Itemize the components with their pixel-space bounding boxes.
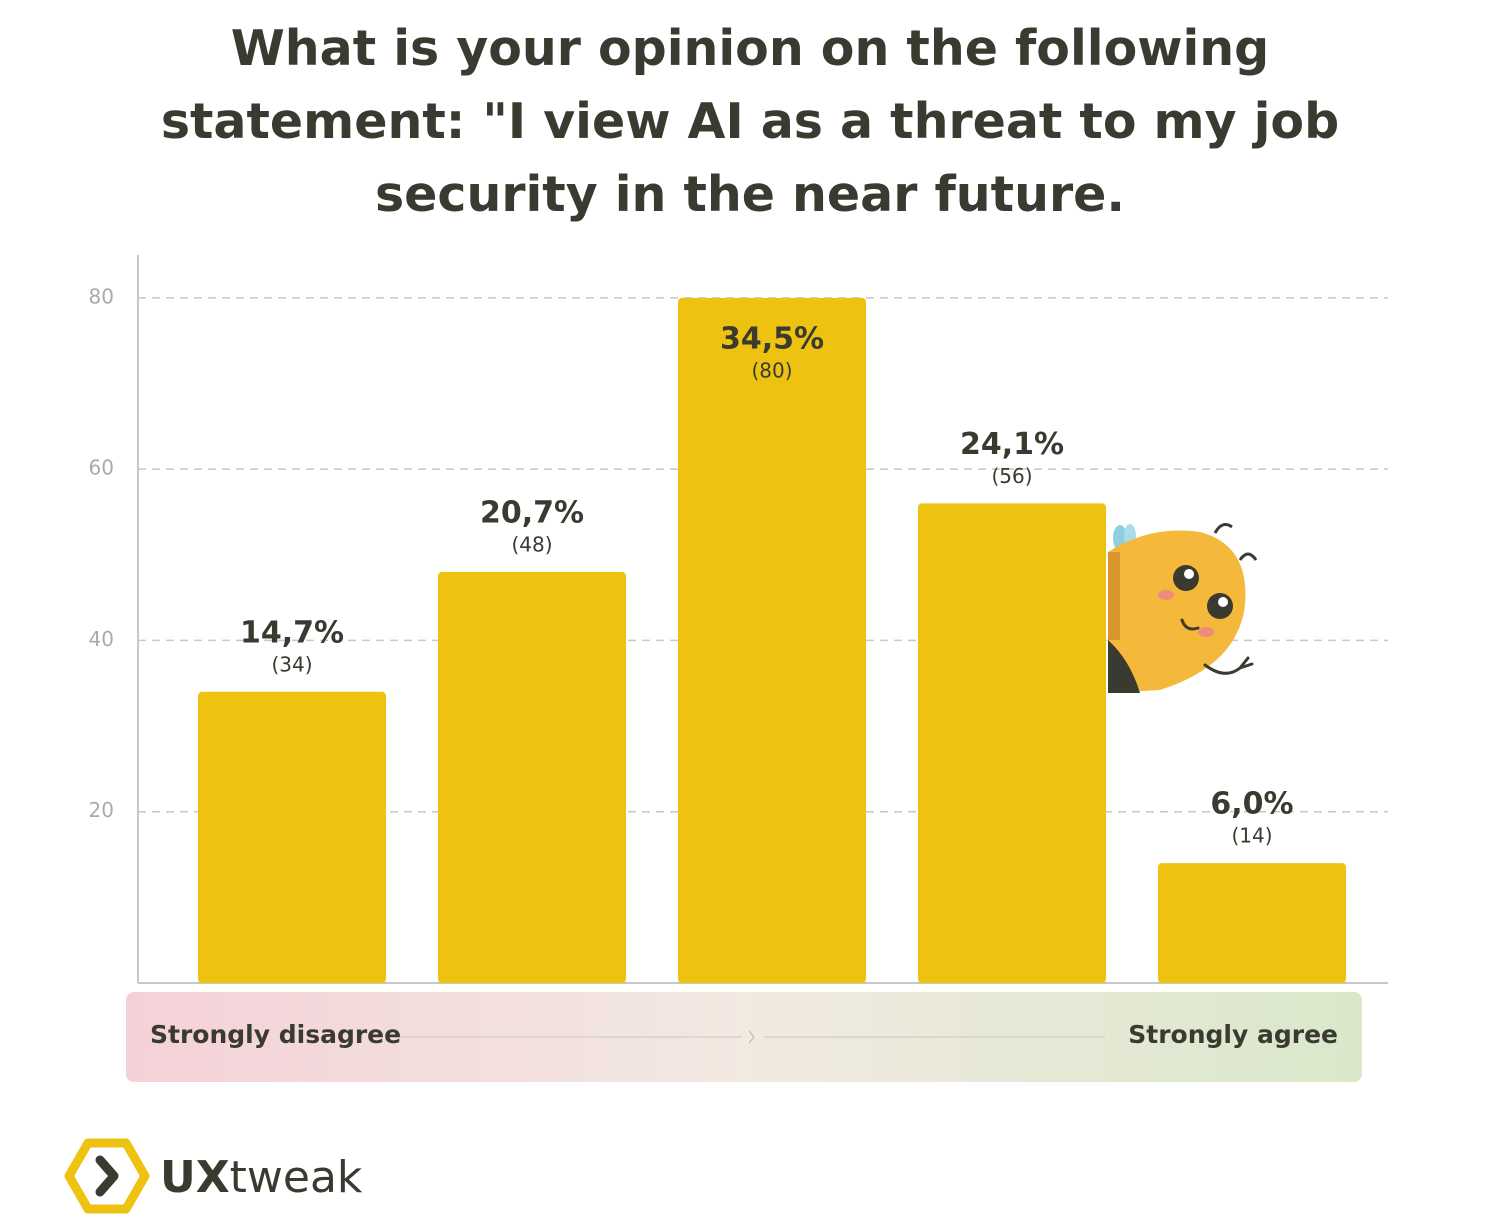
chart-title: What is your opinion on the following st…	[160, 20, 1340, 223]
bar	[918, 503, 1106, 983]
percent-label: 14,7%	[240, 615, 344, 650]
y-tick-label: 60	[89, 456, 114, 480]
logo-hexagon	[64, 1138, 150, 1214]
bee-stripe	[1108, 640, 1140, 693]
bee-cheek	[1198, 627, 1214, 637]
value-label: (80)	[751, 358, 792, 382]
y-tick-label: 40	[89, 627, 114, 651]
bee-cheek	[1158, 590, 1174, 600]
value-label: (14)	[1231, 824, 1272, 848]
scale-strip	[126, 992, 1362, 1082]
value-label: (56)	[991, 464, 1032, 488]
bee-smile	[1180, 618, 1200, 631]
bee-body	[1108, 530, 1246, 693]
bar	[198, 691, 386, 983]
percent-label: 20,7%	[480, 495, 584, 530]
logo-bold: UX	[160, 1152, 230, 1203]
logo: UXtweak	[64, 1138, 363, 1214]
percent-label: 6,0%	[1210, 787, 1293, 822]
scale-chevron	[748, 1030, 755, 1044]
value-label: (34)	[271, 652, 312, 676]
scale-label-end: Strongly agree	[1128, 1020, 1338, 1049]
bee-eye-shine	[1218, 597, 1228, 607]
bee-antenna	[1238, 552, 1258, 561]
percent-label: 34,5%	[720, 321, 824, 356]
value-label: (48)	[511, 532, 552, 556]
bee-hand	[1203, 656, 1254, 675]
bee-antenna	[1213, 523, 1233, 534]
bar	[678, 297, 866, 984]
logo-chevron	[95, 1155, 119, 1197]
y-tick-label: 20	[89, 798, 114, 822]
bee	[1108, 523, 1258, 693]
scale-label-start: Strongly disagree	[150, 1020, 401, 1049]
bee-shade	[1108, 552, 1120, 640]
percent-label: 24,1%	[960, 427, 1064, 462]
bar	[438, 571, 626, 983]
y-tick-label: 80	[89, 284, 114, 308]
bee-eye-shine	[1184, 569, 1194, 579]
logo-light: tweak	[230, 1152, 363, 1203]
logo-text: UXtweak	[160, 1152, 363, 1203]
bar	[1158, 863, 1346, 983]
